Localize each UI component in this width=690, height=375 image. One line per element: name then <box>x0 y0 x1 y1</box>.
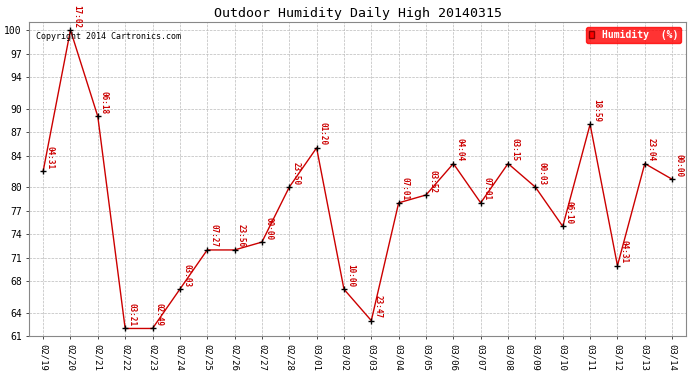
Text: 03:15: 03:15 <box>510 138 520 161</box>
Text: 07:27: 07:27 <box>209 225 219 248</box>
Text: 06:10: 06:10 <box>565 201 574 224</box>
Text: 23:50: 23:50 <box>291 162 300 185</box>
Text: 04:31: 04:31 <box>620 240 629 263</box>
Text: 03:52: 03:52 <box>428 170 437 193</box>
Text: 06:18: 06:18 <box>100 91 109 114</box>
Text: 02:49: 02:49 <box>155 303 164 326</box>
Text: 17:02: 17:02 <box>72 4 81 28</box>
Text: 04:31: 04:31 <box>46 146 55 169</box>
Text: 03:03: 03:03 <box>182 264 191 287</box>
Text: Copyright 2014 Cartronics.com: Copyright 2014 Cartronics.com <box>36 32 181 40</box>
Text: 10:00: 10:00 <box>346 264 355 287</box>
Title: Outdoor Humidity Daily High 20140315: Outdoor Humidity Daily High 20140315 <box>214 7 502 20</box>
Text: 03:21: 03:21 <box>128 303 137 326</box>
Legend: Humidity  (%): Humidity (%) <box>586 27 681 43</box>
Text: 00:00: 00:00 <box>264 217 273 240</box>
Text: 01:20: 01:20 <box>319 122 328 146</box>
Text: 23:47: 23:47 <box>373 295 382 318</box>
Text: 23:04: 23:04 <box>647 138 656 161</box>
Text: 07:01: 07:01 <box>401 177 410 201</box>
Text: 00:03: 00:03 <box>538 162 546 185</box>
Text: 04:04: 04:04 <box>455 138 464 161</box>
Text: 18:59: 18:59 <box>592 99 601 122</box>
Text: 00:00: 00:00 <box>674 154 683 177</box>
Text: 07:01: 07:01 <box>483 177 492 201</box>
Text: 23:56: 23:56 <box>237 225 246 248</box>
